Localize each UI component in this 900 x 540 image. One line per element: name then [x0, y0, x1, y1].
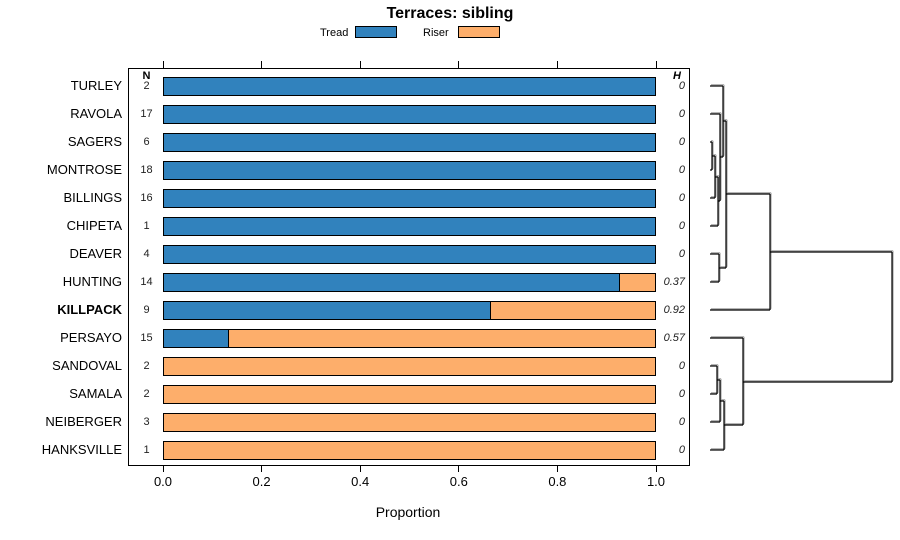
n-value: 2: [143, 80, 150, 92]
x-tick-bottom: [655, 466, 657, 472]
n-value: 9: [143, 304, 150, 316]
h-value: 0.92: [663, 304, 685, 316]
h-value: 0: [678, 416, 685, 428]
row-label-neiberger: NEIBERGER: [45, 414, 122, 429]
tread-segment: [164, 329, 230, 347]
stacked-bar-persayo: [163, 328, 656, 348]
legend-label-tread: Tread: [320, 27, 349, 39]
x-tick-label: 0.0: [153, 474, 173, 489]
plot-box: [128, 68, 690, 466]
n-value: 6: [143, 136, 150, 148]
x-tick-bottom: [359, 466, 361, 472]
stacked-bar-ravola: [163, 104, 656, 124]
x-axis-label: Proportion: [375, 504, 441, 520]
x-tick-label: 0.4: [351, 474, 370, 489]
x-tick-bottom: [261, 466, 263, 472]
row-label-deaver: DEAVER: [69, 246, 123, 261]
n-value: 16: [140, 192, 153, 204]
row-label-billings: BILLINGS: [63, 190, 122, 205]
h-value: 0: [678, 80, 685, 92]
x-tick-label: 0.8: [548, 474, 567, 489]
tread-segment: [164, 189, 655, 207]
n-value: 15: [140, 332, 153, 344]
row-label-montrose: MONTROSE: [46, 162, 122, 177]
x-tick-bottom: [458, 466, 460, 472]
h-value: 0: [678, 248, 685, 260]
row-label-hanksville: HANKSVILLE: [41, 442, 122, 457]
stacked-bar-deaver: [163, 244, 656, 264]
n-value: 4: [143, 248, 150, 260]
h-value: 0: [678, 388, 685, 400]
stacked-bar-billings: [163, 188, 656, 208]
n-value: 14: [140, 276, 153, 288]
x-tick-top: [655, 61, 657, 68]
row-label-turley: TURLEY: [70, 78, 122, 93]
tread-segment: [164, 105, 655, 123]
n-value: 2: [143, 360, 150, 372]
x-tick-label: 0.6: [449, 474, 468, 489]
n-value: 3: [143, 416, 150, 428]
row-label-persayo: PERSAYO: [60, 330, 122, 345]
n-value: 17: [140, 108, 153, 120]
legend-swatch-tread: [355, 26, 397, 38]
row-label-killpack: KILLPACK: [57, 302, 122, 317]
n-value: 2: [143, 388, 150, 400]
stacked-bar-turley: [163, 76, 656, 96]
tread-segment: [164, 301, 492, 319]
stacked-bar-chipeta: [163, 216, 656, 236]
x-tick-label: 1.0: [646, 474, 666, 489]
n-value: 1: [143, 444, 150, 456]
chart-title: Terraces: sibling: [386, 5, 514, 22]
legend: Tread Riser: [0, 26, 900, 42]
stacked-bar-sandoval: [163, 356, 656, 376]
stacked-bar-samala: [163, 384, 656, 404]
row-label-sandoval: SANDOVAL: [52, 358, 122, 373]
row-label-ravola: RAVOLA: [70, 106, 122, 121]
legend-label-riser: Riser: [423, 27, 449, 39]
h-column-header: H: [673, 70, 681, 82]
h-value: 0: [678, 108, 685, 120]
row-label-sagers: SAGERS: [67, 134, 122, 149]
n-value: 18: [140, 164, 153, 176]
x-tick-top: [359, 61, 361, 68]
stacked-bar-montrose: [163, 160, 656, 180]
stacked-bar-hunting: [163, 272, 656, 292]
h-value: 0: [678, 444, 685, 456]
h-value: 0: [678, 164, 685, 176]
tread-segment: [164, 273, 621, 291]
x-tick-top: [261, 61, 263, 68]
tread-segment: [164, 245, 655, 263]
h-value: 0: [678, 136, 685, 148]
x-tick-top: [556, 61, 558, 68]
tread-segment: [164, 161, 655, 179]
x-tick-top: [458, 61, 460, 68]
tread-segment: [164, 217, 655, 235]
tread-segment: [164, 77, 655, 95]
stacked-bar-neiberger: [163, 412, 656, 432]
tread-segment: [164, 133, 655, 151]
x-tick-bottom: [162, 466, 164, 472]
h-value: 0: [678, 360, 685, 372]
h-value: 0: [678, 192, 685, 204]
n-column-header: N: [142, 70, 151, 82]
stacked-bar-hanksville: [163, 440, 656, 460]
stacked-bar-sagers: [163, 132, 656, 152]
h-value: 0.57: [663, 332, 685, 344]
x-tick-top: [162, 61, 164, 68]
row-label-samala: SAMALA: [69, 386, 122, 401]
n-value: 1: [143, 220, 150, 232]
x-tick-bottom: [556, 466, 558, 472]
h-value: 0: [678, 220, 685, 232]
row-label-hunting: HUNTING: [62, 274, 122, 289]
h-value: 0.37: [663, 276, 685, 288]
legend-swatch-riser: [458, 26, 500, 38]
stacked-bar-killpack: [163, 300, 656, 320]
x-tick-label: 0.2: [252, 474, 271, 489]
row-label-chipeta: CHIPETA: [66, 218, 122, 233]
